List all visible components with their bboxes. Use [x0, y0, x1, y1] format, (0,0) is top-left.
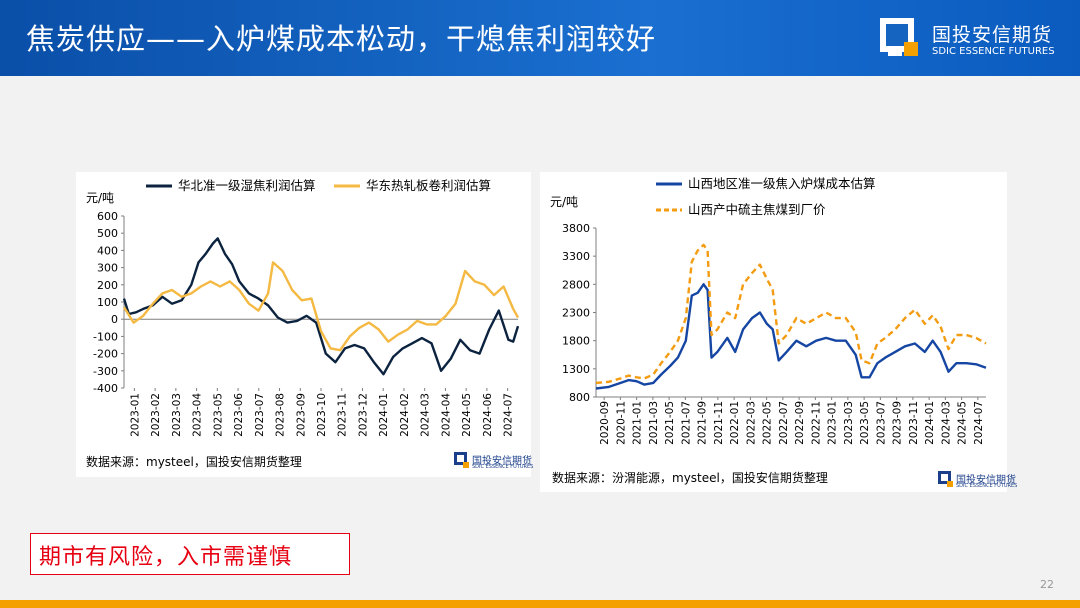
x-tick-label: 2024-01	[378, 393, 390, 437]
mini-logo-cn: 国投安信期货	[472, 456, 532, 467]
page-title: 焦炭供应——入炉煤成本松动，干熄焦利润较好	[26, 22, 657, 56]
y-tick-label: -400	[93, 382, 118, 395]
x-tick-label: 2023-04	[192, 393, 204, 437]
x-tick-label: 2023-12	[357, 393, 369, 437]
x-tick-label: 2021-01	[632, 401, 644, 445]
y-tick-label: 200	[97, 279, 118, 292]
mini-logo-right: 国投安信期货 SDIC ESSENCE FUTURES	[938, 471, 1017, 493]
x-tick-label: 2024-02	[399, 393, 411, 437]
x-tick-label: 2023-08	[275, 393, 287, 437]
x-tick-label: 2023-01	[129, 393, 141, 437]
x-tick-label: 2024-01	[924, 401, 936, 445]
y-unit-label: 元/吨	[550, 195, 578, 209]
x-tick-label: 2022-09	[794, 401, 806, 445]
mini-logo-en: SDIC ESSENCE FUTURES	[472, 464, 534, 470]
x-tick-label: 2021-07	[680, 401, 692, 445]
y-tick-label: 600	[97, 210, 118, 223]
mini-logo-icon	[938, 471, 953, 487]
x-tick-label: 2024-05	[461, 393, 473, 437]
x-tick-label: 2022-03	[745, 401, 757, 445]
x-tick-label: 2023-02	[150, 393, 162, 437]
x-tick-label: 2022-01	[729, 401, 741, 445]
x-tick-label: 2023-07	[254, 393, 266, 437]
series-line-0	[595, 283, 987, 390]
y-tick-label: 2300	[562, 307, 590, 320]
y-tick-label: 1300	[562, 363, 590, 376]
x-tick-label: 2022-05	[762, 401, 774, 445]
x-tick-label: 2023-11	[908, 401, 920, 445]
page-number: 22	[1040, 578, 1054, 591]
y-tick-label: 2800	[562, 278, 590, 291]
x-tick-label: 2023-09	[295, 393, 307, 437]
y-tick-label: -100	[93, 330, 118, 343]
x-tick-label: 2022-11	[810, 401, 822, 445]
series-line-0	[122, 237, 520, 376]
risk-warning-box: 期市有风险，入市需谨慎	[30, 533, 350, 575]
x-tick-label: 2023-07	[875, 401, 887, 445]
logo-mark-icon	[880, 18, 918, 56]
logo-text-cn: 国投安信期货	[932, 24, 1053, 46]
x-tick-label: 2024-04	[440, 393, 452, 437]
logo-text-en: SDIC ESSENCE FUTURES	[932, 46, 1055, 57]
x-tick-label: 2023-11	[337, 393, 349, 437]
x-tick-label: 2023-01	[827, 401, 839, 445]
x-tick-label: 2020-09	[599, 401, 611, 445]
title-bar: 焦炭供应——入炉煤成本松动，干熄焦利润较好 国投安信期货 SDIC ESSENC…	[0, 0, 1080, 76]
y-tick-label: 300	[97, 262, 118, 275]
x-tick-label: 2023-06	[233, 393, 245, 437]
legend-label-0: 山西地区准一级焦入炉煤成本估算	[688, 176, 876, 191]
x-tick-label: 2024-06	[482, 393, 494, 437]
y-tick-label: 0	[111, 313, 118, 326]
x-tick-label: 2023-10	[316, 393, 328, 437]
mini-logo-left: 国投安信期货 SDIC ESSENCE FUTURES	[454, 452, 533, 474]
x-tick-label: 2024-03	[420, 393, 432, 437]
x-tick-label: 2020-11	[615, 401, 627, 445]
y-tick-label: 800	[569, 391, 590, 404]
chart-source-right: 数据来源：汾渭能源，mysteel，国投安信期货整理	[552, 471, 828, 485]
series-line-1	[122, 261, 520, 352]
legend-label-1: 山西产中硫主焦煤到厂价	[688, 202, 826, 217]
footer-bar	[0, 600, 1080, 608]
chart-panel-left: 元/吨 600 500 400 300 200 100 0 -100 -200 -300 -400 20…	[76, 172, 533, 477]
x-tick-label: 2022-07	[778, 401, 790, 445]
x-tick-label: 2021-09	[697, 401, 709, 445]
y-tick-label: 3800	[562, 222, 590, 235]
mini-logo-icon	[454, 452, 469, 468]
y-tick-label: 3300	[562, 250, 590, 263]
y-unit-label: 元/吨	[86, 191, 114, 205]
y-tick-label: 400	[97, 244, 118, 257]
y-tick-label: 500	[97, 227, 118, 240]
chart-source-left: 数据来源：mysteel，国投安信期货整理	[86, 455, 302, 469]
x-tick-label: 2021-11	[713, 401, 725, 445]
x-tick-label: 2021-05	[664, 401, 676, 445]
risk-warning-text: 期市有风险，入市需谨慎	[39, 545, 293, 570]
x-tick-label: 2021-03	[648, 401, 660, 445]
x-tick-label: 2023-05	[859, 401, 871, 445]
x-tick-label: 2023-09	[892, 401, 904, 445]
y-tick-label: -300	[93, 365, 118, 378]
chart-panel-right: 元/吨 3800 3300 2800 2300 1800 1300 800 2020-09 202…	[540, 172, 1017, 493]
x-tick-label: 2024-03	[940, 401, 952, 445]
x-tick-label: 2023-05	[212, 393, 224, 437]
mini-logo-en: SDIC ESSENCE FUTURES	[956, 483, 1018, 489]
x-tick-label: 2024-05	[957, 401, 969, 445]
x-tick-label: 2023-03	[171, 393, 183, 437]
coke-profit-chart: 元/吨 600 500 400 300 200 100 0 -100 -200 -300 -400 20…	[86, 178, 520, 437]
mini-logo-cn: 国投安信期货	[956, 475, 1016, 486]
y-tick-label: 1800	[562, 335, 590, 348]
coal-cost-chart: 元/吨 3800 3300 2800 2300 1800 1300 800 2020-09 202…	[550, 176, 987, 445]
legend-label-1: 华东热轧板卷利润估算	[366, 178, 491, 193]
y-tick-label: 100	[97, 296, 118, 309]
legend-label-0: 华北准一级湿焦利润估算	[178, 178, 316, 193]
x-tick-label: 2024-07	[973, 401, 985, 445]
x-tick-label: 2024-07	[503, 393, 515, 437]
company-logo: 国投安信期货 SDIC ESSENCE FUTURES	[880, 18, 1070, 64]
y-tick-label: -200	[93, 348, 118, 361]
x-tick-label: 2023-03	[843, 401, 855, 445]
series-line-1	[595, 243, 987, 385]
